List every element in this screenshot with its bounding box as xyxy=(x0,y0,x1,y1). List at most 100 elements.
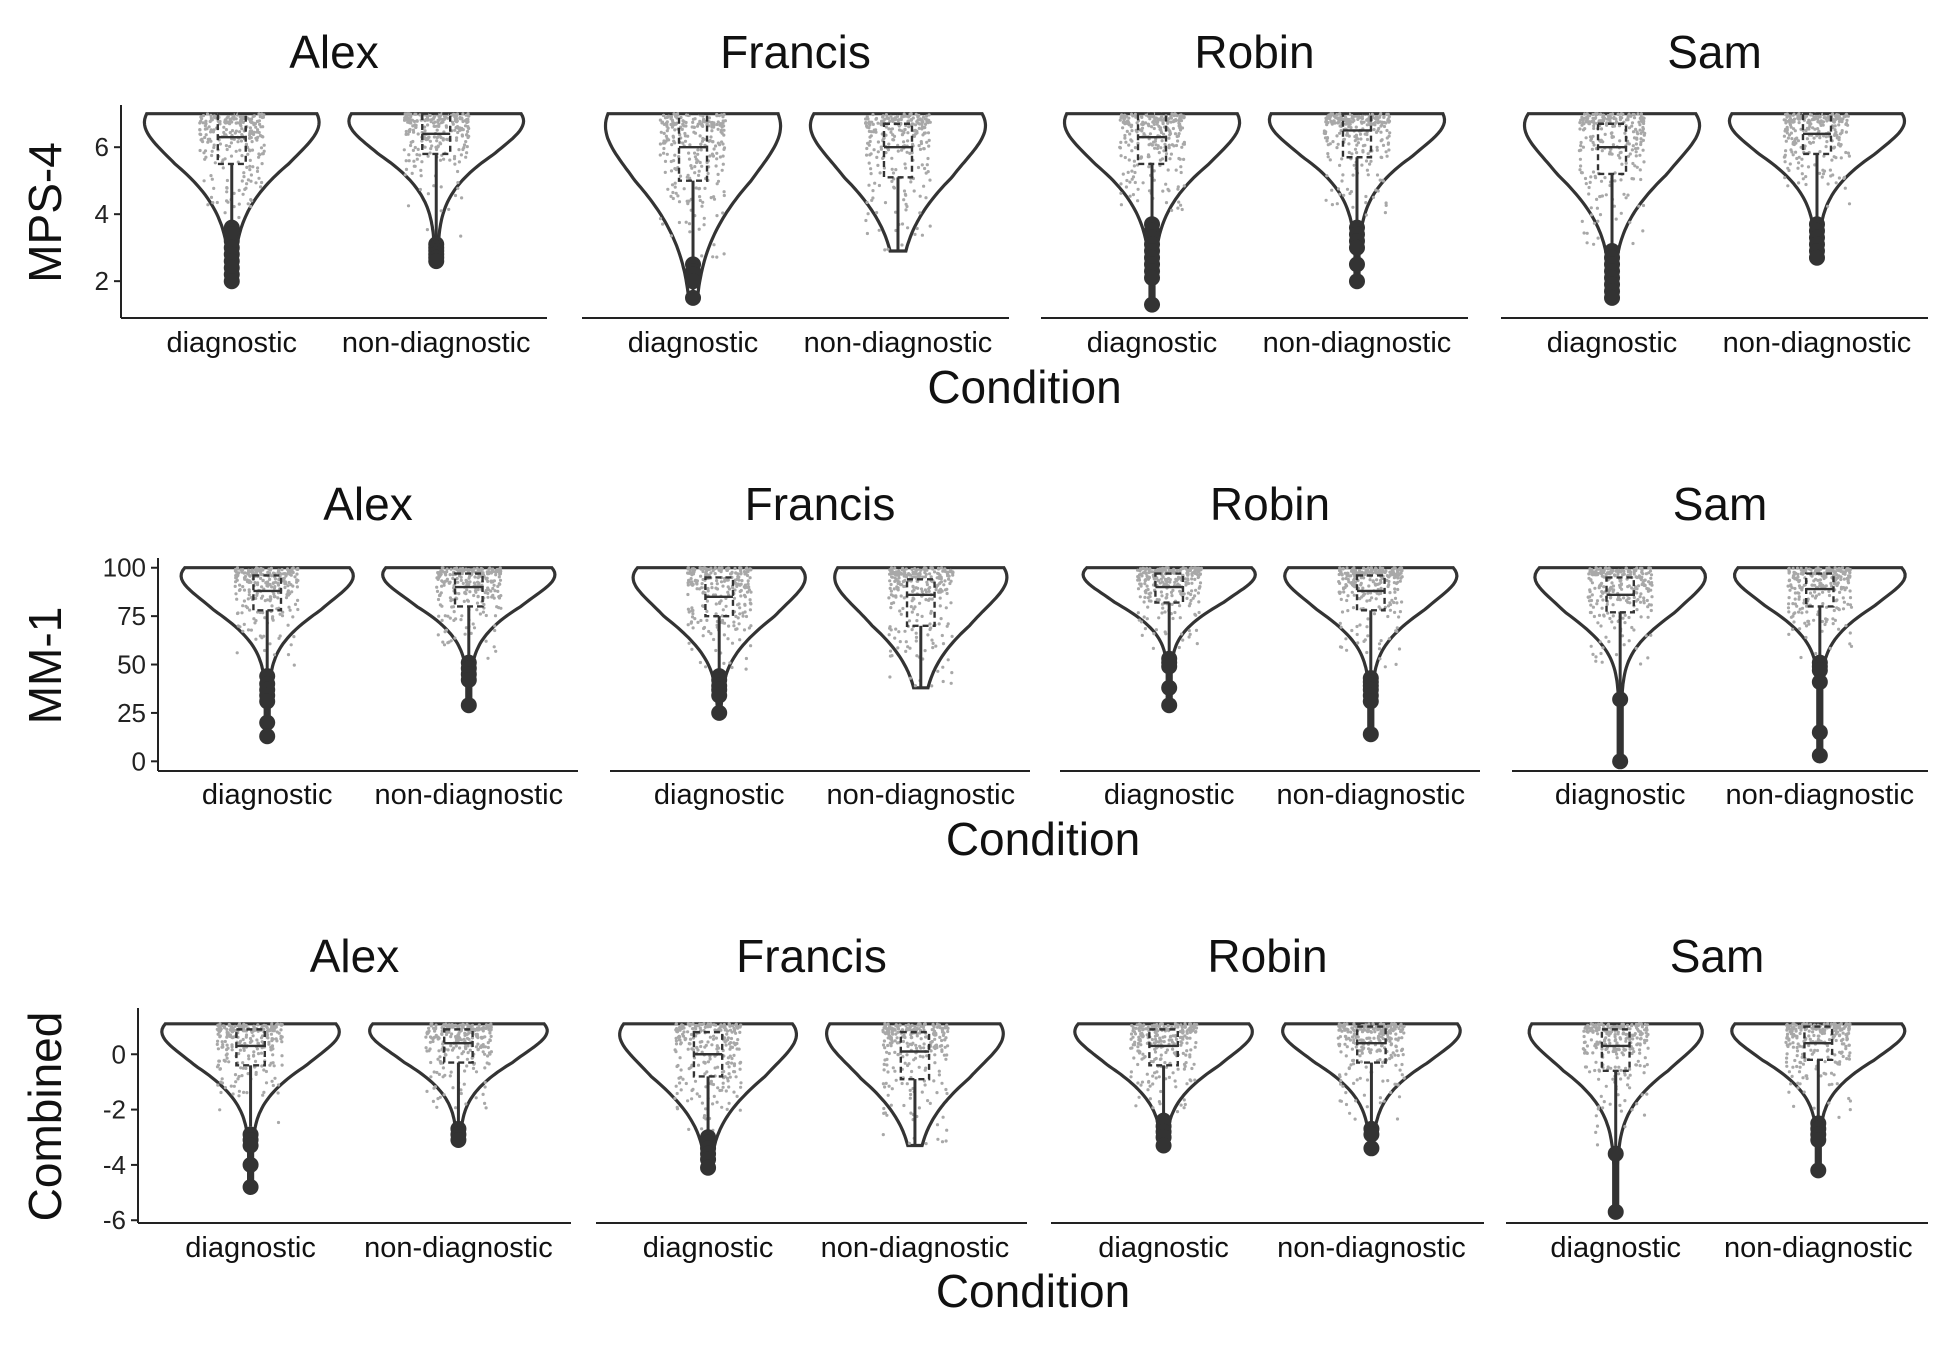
jitter-point xyxy=(1375,115,1378,118)
jitter-point xyxy=(733,567,736,570)
jitter-point xyxy=(712,243,715,246)
jitter-point xyxy=(895,578,898,581)
jitter-point xyxy=(1143,570,1146,573)
jitter-point xyxy=(1196,567,1199,570)
jitter-point xyxy=(1849,631,1852,634)
jitter-point xyxy=(888,568,891,571)
jitter-point xyxy=(214,161,217,164)
jitter-point xyxy=(717,173,720,176)
jitter-point xyxy=(454,1106,457,1109)
jitter-point xyxy=(238,189,241,192)
jitter-point xyxy=(292,566,295,569)
jitter-point xyxy=(464,1102,467,1105)
jitter-point xyxy=(887,148,890,151)
jitter-point xyxy=(950,682,953,685)
jitter-point xyxy=(917,118,920,121)
jitter-point xyxy=(290,590,293,593)
jitter-point xyxy=(448,159,451,162)
jitter-point xyxy=(1355,151,1358,154)
jitter-point xyxy=(1395,601,1398,604)
jitter-point xyxy=(1339,622,1342,625)
jitter-point xyxy=(1800,158,1803,161)
jitter-point xyxy=(1592,170,1595,173)
jitter-point xyxy=(496,590,499,593)
jitter-point xyxy=(708,116,711,119)
jitter-point xyxy=(210,154,213,157)
jitter-point xyxy=(1166,578,1169,581)
jitter-point xyxy=(268,642,271,645)
jitter-point xyxy=(1821,591,1824,594)
jitter-point xyxy=(251,1031,254,1034)
jitter-point xyxy=(1340,598,1343,601)
y-axis-title: MPS-4 xyxy=(19,142,71,283)
jitter-point xyxy=(1146,585,1149,588)
jitter-point xyxy=(1398,567,1401,570)
jitter-point xyxy=(235,150,238,153)
jitter-point xyxy=(465,1064,468,1067)
jitter-point xyxy=(454,617,457,620)
jitter-point xyxy=(1592,141,1595,144)
jitter-point xyxy=(1392,601,1395,604)
jitter-point xyxy=(1588,122,1591,125)
jitter-point xyxy=(1341,173,1344,176)
jitter-point xyxy=(1602,585,1605,588)
jitter-point xyxy=(234,580,237,583)
jitter-point xyxy=(488,1051,491,1054)
jitter-point xyxy=(871,196,874,199)
jitter-point xyxy=(409,113,412,116)
violin-group-diagnostic: diagnostic xyxy=(181,566,353,811)
jitter-point xyxy=(203,179,206,182)
jitter-point xyxy=(230,1027,233,1030)
jitter-point xyxy=(458,1046,461,1049)
jitter-point xyxy=(465,151,468,154)
jitter-point xyxy=(1167,168,1170,171)
jitter-point xyxy=(1161,121,1164,124)
x-tick-label: diagnostic xyxy=(202,779,333,811)
jitter-point xyxy=(463,591,466,594)
jitter-point xyxy=(1382,144,1385,147)
jitter-point xyxy=(424,1036,427,1039)
jitter-point xyxy=(1120,154,1123,157)
jitter-point xyxy=(687,623,690,626)
jitter-point xyxy=(455,118,458,121)
jitter-point xyxy=(678,221,681,224)
jitter-point xyxy=(1579,119,1582,122)
jitter-point xyxy=(204,124,207,127)
jitter-point xyxy=(1325,139,1328,142)
jitter-point xyxy=(481,1027,484,1030)
jitter-point xyxy=(1128,132,1131,135)
jitter-point xyxy=(1359,137,1362,140)
jitter-point xyxy=(1838,591,1841,594)
jitter-point xyxy=(684,140,687,143)
jitter-point xyxy=(921,163,924,166)
jitter-point xyxy=(1619,151,1622,154)
jitter-point xyxy=(921,590,924,593)
jitter-point xyxy=(1633,116,1636,119)
jitter-point xyxy=(486,657,489,660)
jitter-point xyxy=(429,1035,432,1038)
jitter-point xyxy=(440,573,443,576)
jitter-point xyxy=(266,1033,269,1036)
outlier-point xyxy=(243,1157,259,1173)
jitter-point xyxy=(283,577,286,580)
jitter-point xyxy=(938,622,941,625)
jitter-point xyxy=(1812,619,1815,622)
jitter-point xyxy=(689,570,692,573)
jitter-point xyxy=(938,582,941,585)
jitter-point xyxy=(1383,121,1386,124)
jitter-point xyxy=(1591,135,1594,138)
jitter-point xyxy=(250,173,253,176)
jitter-point xyxy=(1388,131,1391,134)
jitter-point xyxy=(918,122,921,125)
jitter-point xyxy=(1144,627,1147,630)
jitter-point xyxy=(1172,127,1175,130)
jitter-point xyxy=(1604,133,1607,136)
facet-title: Sam xyxy=(1667,26,1762,78)
jitter-point xyxy=(1613,125,1616,128)
jitter-point xyxy=(444,614,447,617)
jitter-point xyxy=(1337,187,1340,190)
jitter-point xyxy=(1797,161,1800,164)
jitter-point xyxy=(241,604,244,607)
jitter-point xyxy=(1385,129,1388,132)
jitter-point xyxy=(1341,610,1344,613)
